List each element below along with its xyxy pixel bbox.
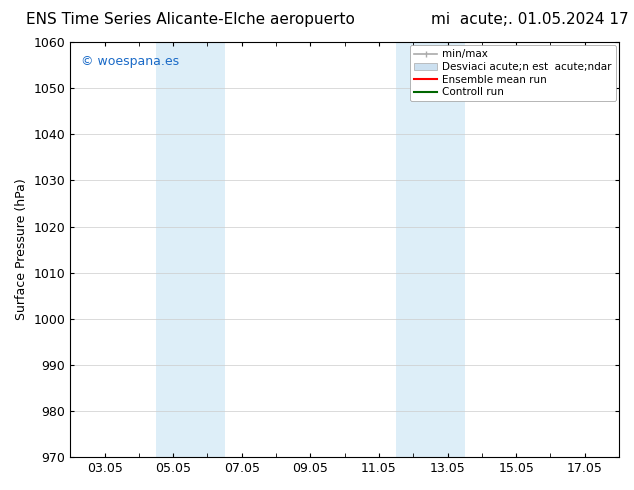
Y-axis label: Surface Pressure (hPa): Surface Pressure (hPa): [15, 179, 28, 320]
Text: ENS Time Series Alicante-Elche aeropuerto: ENS Time Series Alicante-Elche aeropuert…: [26, 12, 354, 27]
Text: © woespana.es: © woespana.es: [81, 54, 179, 68]
Text: mi  acute;. 01.05.2024 17 UTC: mi acute;. 01.05.2024 17 UTC: [431, 12, 634, 27]
Bar: [396, 42, 465, 457]
Bar: [156, 42, 224, 457]
Legend: min/max, Desviaci acute;n est  acute;ndar, Ensemble mean run, Controll run: min/max, Desviaci acute;n est acute;ndar…: [410, 45, 616, 101]
